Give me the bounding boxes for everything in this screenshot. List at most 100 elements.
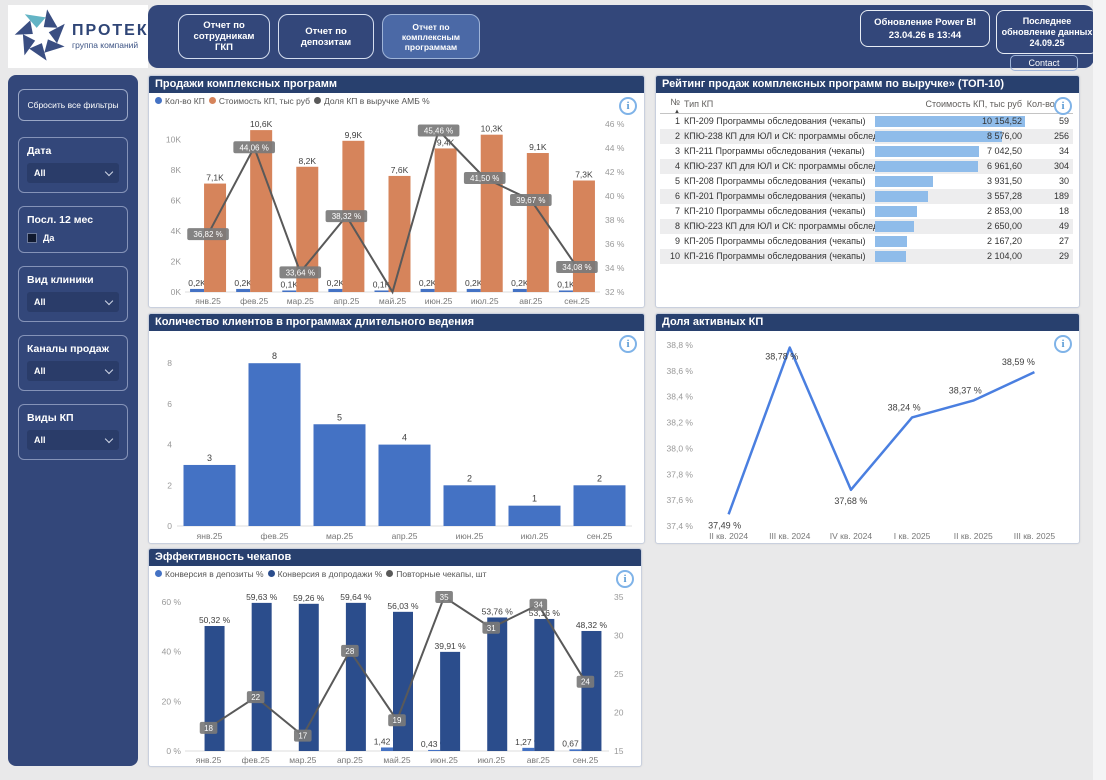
svg-text:53,76 %: 53,76 % — [482, 606, 514, 616]
logo-mark — [12, 5, 70, 68]
table-row[interactable]: 8 КПЮ-223 КП для ЮЛ и СК: программы обсле… — [660, 219, 1073, 234]
filter-kp-types-value: All — [34, 435, 46, 445]
scrollbar-track[interactable] — [1093, 0, 1106, 780]
table-row[interactable]: 6 КП-201 Программы обследования (чекапы) 3… — [660, 189, 1073, 204]
svg-text:36 %: 36 % — [605, 239, 625, 249]
svg-text:20: 20 — [614, 708, 624, 718]
panel-rating-top10: Рейтинг продаж комплексных программ по в… — [655, 75, 1080, 308]
sort-ascending-icon[interactable]: ▲ — [674, 108, 680, 115]
last-12-months-checkbox[interactable] — [27, 233, 37, 243]
filter-last-12-months-label: Посл. 12 мес — [27, 214, 94, 226]
table-row[interactable]: 4 КПЮ-237 КП для ЮЛ и СК: программы обсле… — [660, 159, 1073, 174]
top-navigation-bar: Отчет по сотрудникам ГКП Отчет по депози… — [148, 5, 1098, 71]
contact-button[interactable]: Contact — [1010, 55, 1078, 71]
svg-text:8: 8 — [167, 358, 172, 368]
filter-clinic-type-select[interactable]: All — [27, 292, 119, 312]
svg-text:сен.25: сен.25 — [564, 296, 590, 306]
info-icon[interactable] — [1054, 97, 1072, 115]
active-share-line-chart[interactable]: 37,4 % 37,6 % 37,8 % 38,0 % 38,2 % 38,4 % 38,6… — [656, 331, 1079, 543]
svg-text:38,4 %: 38,4 % — [667, 392, 694, 402]
table-row[interactable]: 1 КП-209 Программы обследования (чекапы) 1… — [674, 116, 1069, 127]
info-icon[interactable] — [619, 97, 637, 115]
legend-item[interactable]: Конверсия в допродажи % — [267, 569, 382, 579]
svg-text:59,64 %: 59,64 % — [340, 592, 372, 602]
svg-text:июн.25: июн.25 — [430, 755, 458, 765]
tab-report-deposits[interactable]: Отчет по депозитам — [278, 14, 374, 59]
svg-text:44,06 %: 44,06 % — [239, 143, 268, 152]
data-update-line1: Последнее — [1022, 15, 1072, 26]
svg-text:28: 28 — [345, 647, 354, 656]
sales-combo-chart[interactable]: 0K 2K 4K 6K 8K 10K 32 % 34 % 36 % 38 % 40 % 42 % 44 … — [149, 108, 644, 307]
svg-text:июл.25: июл.25 — [521, 531, 549, 541]
svg-text:3: 3 — [207, 453, 212, 463]
info-icon[interactable] — [619, 335, 637, 353]
svg-text:0,2K: 0,2K — [327, 278, 345, 288]
data-bar — [875, 116, 1025, 127]
table-row[interactable]: 9 КП-205 Программы обследования (чекапы) 2… — [674, 236, 1069, 247]
table-row[interactable]: 7 КП-210 Программы обследования (чекапы) 2… — [674, 206, 1069, 217]
filter-date: Дата All — [18, 137, 128, 193]
tab-report-employees[interactable]: Отчет по сотрудникам ГКП — [178, 14, 270, 59]
svg-text:37,6 %: 37,6 % — [667, 495, 694, 505]
svg-text:1,42 %: 1,42 % — [374, 736, 401, 746]
checkup-combo-chart[interactable]: 0 % 20 % 40 % 60 % 15 20 25 30 35 янв.25 фев.25 мар… — [149, 581, 641, 766]
legend-item[interactable]: Кол-во КП — [155, 96, 205, 106]
svg-text:0 %: 0 % — [166, 746, 181, 756]
svg-text:0,2K: 0,2K — [188, 278, 206, 288]
legend-item[interactable]: Доля КП в выручке АМБ % — [314, 96, 430, 106]
column-header[interactable]: Стоимость КП, тыс руб — [925, 99, 1022, 109]
column-header[interactable]: № ▲ — [660, 95, 684, 115]
svg-text:мар.25: мар.25 — [289, 755, 316, 765]
svg-text:38,6 %: 38,6 % — [667, 366, 694, 376]
table-row[interactable]: 5 КП-208 Программы обследования (чекапы) 3… — [674, 176, 1069, 187]
legend-item[interactable]: Повторные чекапы, шт — [386, 569, 487, 579]
svg-text:7,6K: 7,6K — [391, 165, 409, 175]
svg-text:38,59 %: 38,59 % — [1002, 357, 1035, 367]
svg-text:0,2K: 0,2K — [511, 278, 529, 288]
tab-report-complex-programs[interactable]: Отчет по комплексным программам — [382, 14, 480, 59]
filter-last-12-months: Посл. 12 мес Да — [18, 206, 128, 253]
panel-sales-complex-programs: Продажи комплексных программ Кол-во КП Ст… — [148, 75, 645, 308]
svg-text:39,67 %: 39,67 % — [516, 196, 545, 205]
logo: ПРОТЕК группа компаний — [8, 5, 148, 68]
svg-text:20 %: 20 % — [162, 696, 182, 706]
reset-filters-button[interactable]: Сбросить все фильтры — [18, 89, 128, 121]
legend-item[interactable]: Конверсия в депозиты % — [155, 569, 264, 579]
legend-item[interactable]: Стоимость КП, тыс руб — [208, 96, 310, 106]
info-icon[interactable] — [616, 570, 634, 588]
chevron-down-icon — [104, 167, 114, 176]
data-bar — [875, 131, 1002, 142]
panel-checkup-effectiveness: Эффективность чекапов Конверсия в депози… — [148, 548, 642, 767]
svg-text:36,82 %: 36,82 % — [193, 230, 222, 239]
legend-dot-icon — [386, 570, 394, 577]
column-header[interactable]: Тип КП — [684, 99, 714, 109]
table-row[interactable]: 2 КПЮ-238 КП для ЮЛ и СК: программы обсле… — [660, 129, 1073, 144]
filter-sales-channels-select[interactable]: All — [27, 361, 119, 381]
data-bar — [875, 191, 928, 202]
svg-text:апр.25: апр.25 — [333, 296, 359, 306]
svg-text:мар.25: мар.25 — [287, 296, 314, 306]
filter-date-select[interactable]: All — [27, 163, 119, 183]
svg-text:37,49 %: 37,49 % — [708, 520, 741, 530]
data-update-line2: обновление данных — [1001, 26, 1093, 37]
powerbi-update-label: Обновление Power BI — [874, 16, 976, 28]
svg-text:0,1K: 0,1K — [373, 279, 391, 289]
svg-text:авг.25: авг.25 — [527, 755, 550, 765]
svg-text:59,63 %: 59,63 % — [246, 592, 278, 602]
svg-text:17: 17 — [298, 732, 307, 741]
column-header[interactable]: Кол-во КП — [1026, 99, 1069, 109]
panel-title: Продажи комплексных программ — [149, 76, 644, 93]
svg-text:30: 30 — [614, 631, 624, 641]
powerbi-update-time: 23.04.26 в 13:44 — [888, 29, 962, 41]
data-update-date: 24.09.25 — [1029, 37, 1065, 48]
table-row[interactable]: 3 КП-211 Программы обследования (чекапы) 7… — [674, 146, 1069, 157]
chart-legend: Кол-во КП Стоимость КП, тыс руб Доля КП в … — [149, 93, 644, 108]
clients-bar-chart[interactable]: 0 2 4 6 8 янв.25 фев.25 мар.25 апр.25 июн.25 июл.2… — [149, 331, 644, 543]
svg-text:38 %: 38 % — [605, 215, 625, 225]
filter-kp-types-select[interactable]: All — [27, 430, 119, 450]
info-icon[interactable] — [1054, 335, 1072, 353]
svg-text:24: 24 — [581, 678, 590, 687]
table-row[interactable]: 10 КП-216 Программы обследования (чекапы)… — [660, 249, 1073, 264]
filter-sales-channels-label: Каналы продаж — [27, 343, 110, 355]
